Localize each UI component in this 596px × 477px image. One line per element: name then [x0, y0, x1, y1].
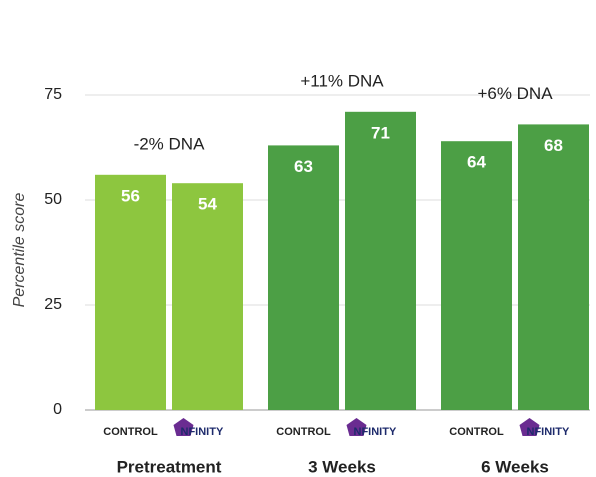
value-label: 64 — [467, 153, 486, 172]
logo-icon — [173, 418, 194, 436]
value-label: 68 — [544, 136, 563, 155]
sub-label: CONTROL — [276, 426, 331, 438]
group-label: 3 Weeks — [308, 457, 376, 476]
bar — [518, 124, 589, 411]
sub-label: CONTROL — [449, 426, 504, 438]
bar — [95, 174, 166, 410]
y-tick-label: 50 — [44, 191, 62, 208]
y-tick-label: 0 — [53, 401, 62, 418]
bar — [345, 111, 416, 411]
group-label: 6 Weeks — [481, 457, 549, 476]
value-label: 63 — [294, 157, 313, 176]
sub-label: NFINITY — [354, 426, 397, 438]
logo-icon — [519, 418, 540, 436]
y-axis-label: Percentile score — [11, 193, 28, 308]
group-label: Pretreatment — [117, 457, 222, 476]
y-tick-label: 75 — [44, 86, 62, 103]
annotation: +6% DNA — [477, 84, 553, 103]
bar — [172, 183, 243, 410]
logo-icon — [346, 418, 367, 436]
y-tick-label: 25 — [44, 296, 62, 313]
value-label: 71 — [371, 123, 390, 142]
sub-label: CONTROL — [103, 426, 158, 438]
sub-label: NFINITY — [527, 426, 570, 438]
bar — [268, 145, 339, 410]
annotation: -2% DNA — [134, 134, 206, 153]
annotation: +11% DNA — [300, 71, 384, 90]
value-label: 56 — [121, 186, 140, 205]
value-label: 54 — [198, 195, 217, 214]
sub-label: NFINITY — [181, 426, 224, 438]
bar — [441, 141, 512, 410]
